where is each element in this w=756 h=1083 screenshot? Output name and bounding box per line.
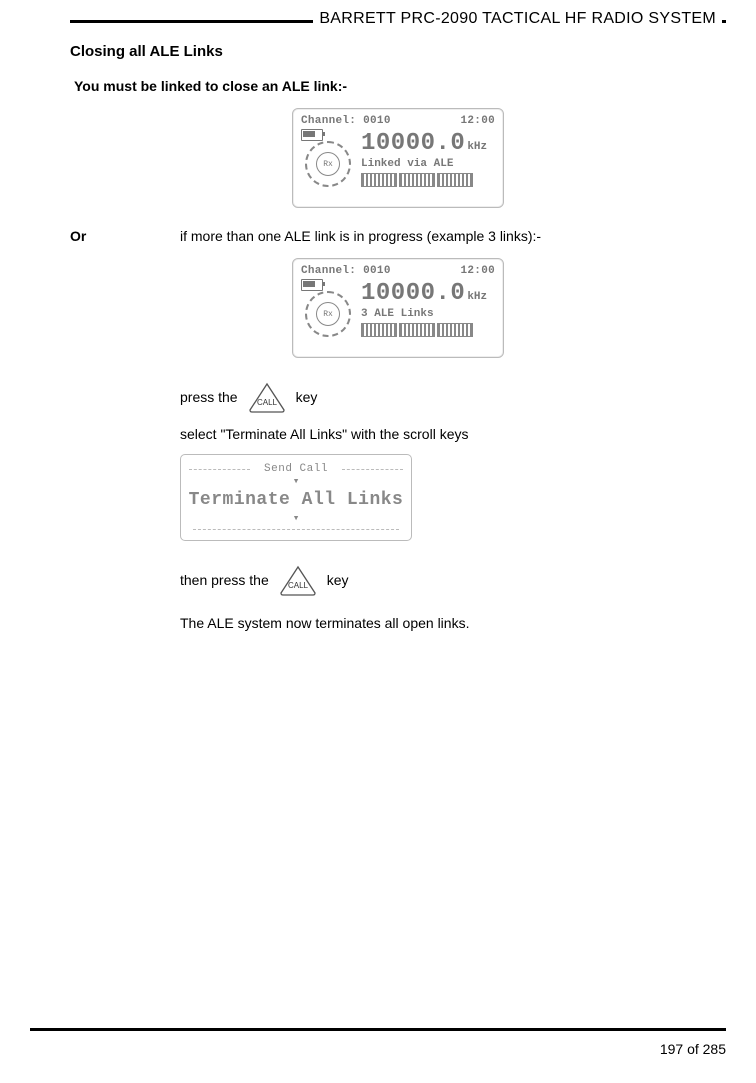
lcd1-time: 12:00 (460, 115, 495, 127)
dial-icon: Rx (305, 141, 351, 187)
key-text: key (296, 389, 318, 405)
softkey (437, 323, 473, 337)
footer-rule (30, 1028, 726, 1031)
call-key-icon: CALL (273, 563, 323, 597)
softkey (399, 323, 435, 337)
lcd2-channel: Channel: 0010 (301, 265, 391, 277)
lcd2-frequency: 10000.0 (361, 280, 465, 307)
dial-center: Rx (316, 152, 340, 176)
header-title: BARRETT PRC-2090 TACTICAL HF RADIO SYSTE… (313, 10, 722, 28)
header-rule: BARRETT PRC-2090 TACTICAL HF RADIO SYSTE… (70, 20, 726, 23)
lcd2-status: 3 ALE Links (361, 308, 495, 320)
select-text: select "Terminate All Links" with the sc… (180, 426, 726, 442)
lcd1-status: Linked via ALE (361, 158, 495, 170)
call-key-label: CALL (288, 581, 309, 590)
lcd-screen-linked: Channel: 0010 12:00 Rx 10000.0kHz Linked… (292, 108, 504, 208)
or-text: if more than one ALE link is in progress… (180, 228, 726, 244)
lcd1-frequency: 10000.0 (361, 130, 465, 157)
lcd2-time: 12:00 (460, 265, 495, 277)
softkey (361, 323, 397, 337)
press-the-text: press the (180, 389, 238, 405)
battery-icon (301, 279, 323, 291)
lcd-screen-3links: Channel: 0010 12:00 Rx 10000.0kHz 3 ALE … (292, 258, 504, 358)
result-text: The ALE system now terminates all open l… (180, 615, 726, 631)
dial-center: Rx (316, 302, 340, 326)
softkey (437, 173, 473, 187)
battery-icon (301, 129, 323, 141)
softkey (399, 173, 435, 187)
menu-dashes (193, 529, 399, 530)
lcd2-unit: kHz (467, 291, 487, 303)
menu-arrow-down-icon: ▾ (187, 514, 405, 525)
intro-text: You must be linked to close an ALE link:… (74, 78, 726, 94)
call-key-label: CALL (257, 398, 278, 407)
then-press-text: then press the (180, 572, 269, 588)
section-title: Closing all ALE Links (70, 43, 726, 60)
menu-arrow-down-icon: ▾ (187, 477, 405, 488)
page-number: 197 of 285 (660, 1041, 726, 1057)
lcd1-unit: kHz (467, 141, 487, 153)
menu-upper: Send Call (187, 463, 405, 475)
menu-main: Terminate All Links (187, 490, 405, 510)
lcd1-channel: Channel: 0010 (301, 115, 391, 127)
or-label: Or (70, 228, 180, 244)
call-key-icon: CALL (242, 380, 292, 414)
key-text: key (327, 572, 349, 588)
softkey (361, 173, 397, 187)
menu-screen: Send Call ▾ Terminate All Links ▾ (180, 454, 412, 541)
dial-icon: Rx (305, 291, 351, 337)
